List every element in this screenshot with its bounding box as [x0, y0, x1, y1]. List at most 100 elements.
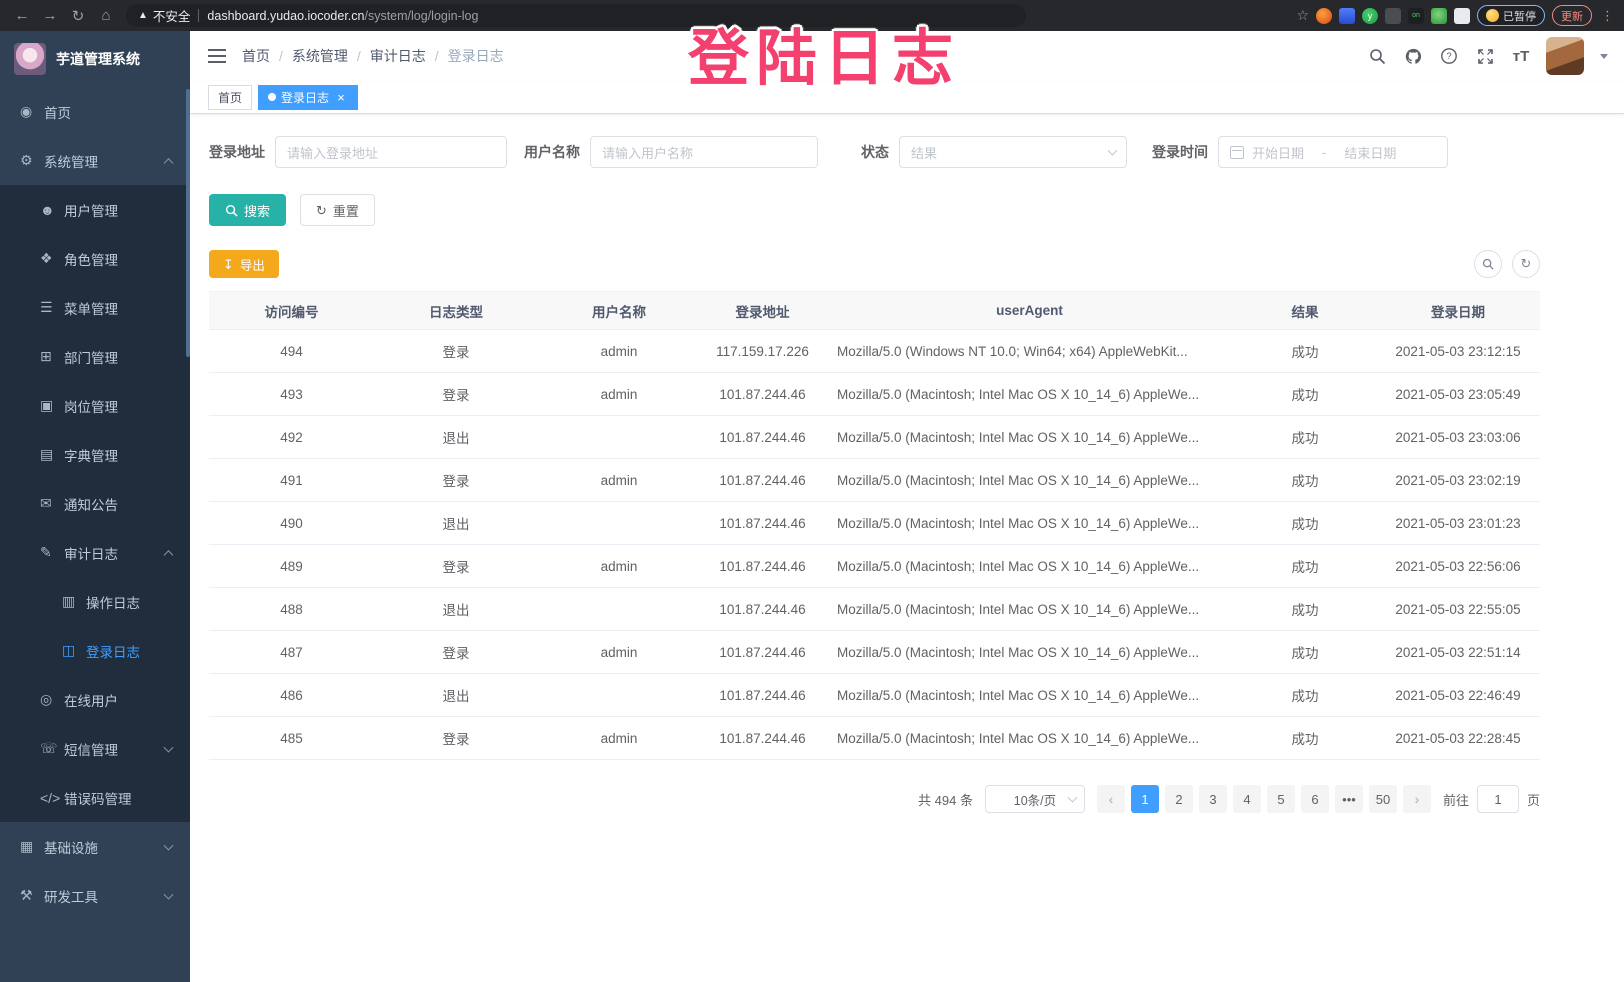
browser-menu-icon[interactable]: ⋮ — [1601, 7, 1614, 23]
app-title: 芋道管理系统 — [56, 51, 140, 67]
cell-result: 成功 — [1234, 329, 1376, 373]
page-button-5[interactable]: 5 — [1266, 785, 1295, 813]
sidebar-item-2[interactable]: ☻ 用户管理 — [0, 185, 190, 234]
extension-icon[interactable] — [1339, 7, 1355, 24]
address-bar[interactable]: ▲ 不安全 dashboard.yudao.iocoder.cn/system/… — [126, 4, 1026, 27]
search-icon[interactable] — [1366, 45, 1388, 67]
browser-update-button[interactable]: 更新 — [1552, 5, 1592, 26]
app-logo-row[interactable]: 芋道管理系统 — [0, 31, 190, 87]
page-button-2[interactable]: 2 — [1164, 785, 1193, 813]
extension-icon[interactable] — [1385, 7, 1401, 24]
page-button-1[interactable]: 1 — [1130, 785, 1159, 813]
table-toolbar: ↧ 导出 ↻ — [209, 250, 1540, 278]
font-size-icon[interactable]: ᴛT — [1512, 47, 1530, 65]
prev-page-button[interactable]: ‹ — [1096, 785, 1125, 813]
sidebar-item-label: 审计日志 — [64, 546, 118, 562]
sidebar-item-16[interactable]: ⚒ 研发工具 — [0, 871, 190, 920]
navbar-actions: ? ᴛT — [1366, 37, 1608, 75]
page-size-select[interactable]: 10条/页 — [984, 785, 1085, 813]
notice-icon: ✉ — [40, 495, 52, 511]
cell-date: 2021-05-03 22:51:14 — [1376, 630, 1540, 674]
more-pages-button[interactable]: ••• — [1334, 785, 1363, 813]
reset-button[interactable]: ↻ 重置 — [300, 194, 375, 226]
browser-back-icon[interactable]: ← — [14, 7, 30, 24]
breadcrumb-separator: / — [279, 48, 283, 64]
breadcrumb-item[interactable]: 系统管理 — [291, 48, 348, 64]
cell-agent: Mozilla/5.0 (Macintosh; Intel Mac OS X 1… — [825, 415, 1234, 459]
export-button[interactable]: ↧ 导出 — [209, 250, 279, 278]
avatar-dropdown-caret-icon[interactable] — [1600, 53, 1608, 59]
sidebar-item-15[interactable]: ▦ 基础设施 — [0, 822, 190, 871]
cell-agent: Mozilla/5.0 (Macintosh; Intel Mac OS X 1… — [825, 372, 1234, 416]
sidebar-item-12[interactable]: ◎ 在线用户 — [0, 675, 190, 724]
tag-首页[interactable]: 首页 — [208, 84, 253, 110]
date-range-picker[interactable]: 开始日期 - 结束日期 — [1218, 136, 1448, 168]
sidebar-item-7[interactable]: ▤ 字典管理 — [0, 430, 190, 479]
bookmark-star-icon[interactable]: ☆ — [1296, 7, 1309, 23]
page-button-3[interactable]: 3 — [1198, 785, 1227, 813]
tag-登录日志[interactable]: 登录日志 × — [258, 84, 359, 110]
sidebar-item-1[interactable]: ⚙ 系统管理 — [0, 136, 190, 185]
sidebar-item-label: 岗位管理 — [64, 399, 118, 415]
sidebar-item-6[interactable]: ▣ 岗位管理 — [0, 381, 190, 430]
filter-form: 登录地址 请输入登录地址 用户名称 请输入用户名称 状态 结果 登录时间 开始日… — [209, 136, 1540, 168]
goto-page-input[interactable]: 1 — [1476, 785, 1519, 813]
cell-user — [538, 415, 700, 459]
column-header: userAgent — [825, 291, 1234, 330]
sidebar-item-9[interactable]: ✎ 审计日志 — [0, 528, 190, 577]
org-tree-icon: ⊞ — [40, 348, 52, 364]
sidebar-item-4[interactable]: ☰ 菜单管理 — [0, 283, 190, 332]
column-header: 登录地址 — [700, 291, 825, 330]
breadcrumb-item[interactable]: 首页 — [242, 48, 270, 64]
cell-id: 487 — [209, 630, 374, 674]
sidebar-menu: ◉ 首页 ⚙ 系统管理 ☻ 用户管理 ❖ 角色管理 ☰ 菜单管理 ⊞ 部门管理 ▣ 岗位管理 ▤ 字典管理 ✉ 通… — [0, 87, 190, 920]
sidebar-item-8[interactable]: ✉ 通知公告 — [0, 479, 190, 528]
help-doc-icon[interactable]: ? — [1438, 45, 1460, 67]
github-icon[interactable] — [1402, 45, 1424, 67]
extension-icon[interactable] — [1431, 7, 1447, 24]
sidebar-item-13[interactable]: ☏ 短信管理 — [0, 724, 190, 773]
sidebar-scrollbar[interactable] — [186, 89, 190, 357]
download-icon: ↧ — [223, 256, 234, 272]
sidebar-collapse-icon[interactable] — [208, 49, 226, 63]
column-header: 结果 — [1234, 291, 1376, 330]
extension-icon[interactable]: on — [1408, 7, 1424, 24]
refresh-table-button[interactable]: ↻ — [1512, 250, 1540, 278]
sidebar-item-14[interactable]: </> 错误码管理 — [0, 773, 190, 822]
sidebar-item-label: 菜单管理 — [64, 301, 118, 317]
user-avatar[interactable] — [1546, 37, 1584, 75]
chevron-down-icon — [163, 840, 174, 851]
page-button-50[interactable]: 50 — [1368, 785, 1397, 813]
online-user-icon: ◎ — [40, 691, 53, 707]
page-button-6[interactable]: 6 — [1300, 785, 1329, 813]
fullscreen-icon[interactable] — [1474, 45, 1496, 67]
extension-icon[interactable]: y — [1362, 7, 1378, 24]
close-icon[interactable]: × — [337, 89, 345, 105]
sidebar-item-10[interactable]: ▥ 操作日志 — [0, 577, 190, 626]
refresh-icon: ↻ — [316, 202, 327, 218]
sidebar-item-label: 短信管理 — [64, 742, 118, 758]
sidebar-item-11[interactable]: ◫ 登录日志 — [0, 626, 190, 675]
extension-icon[interactable] — [1316, 7, 1332, 24]
status-select[interactable]: 结果 — [899, 136, 1127, 168]
toggle-search-button[interactable] — [1474, 250, 1502, 278]
page-button-4[interactable]: 4 — [1232, 785, 1261, 813]
browser-reload-icon[interactable]: ↻ — [71, 7, 85, 25]
username-input[interactable]: 请输入用户名称 — [590, 136, 818, 168]
sidebar-item-0[interactable]: ◉ 首页 — [0, 87, 190, 136]
extension-icon[interactable] — [1454, 7, 1470, 24]
table-row: 493 登录 admin 101.87.244.46 Mozilla/5.0 (Maci… — [209, 372, 1540, 416]
profile-paused-badge[interactable]: 已暂停 — [1477, 5, 1545, 26]
select-chevron-down-icon — [1067, 792, 1078, 803]
sidebar-item-5[interactable]: ⊞ 部门管理 — [0, 332, 190, 381]
next-page-button[interactable]: › — [1402, 785, 1431, 813]
login-address-input[interactable]: 请输入登录地址 — [275, 136, 507, 168]
not-secure-warning-icon: ▲ — [138, 10, 148, 21]
search-button[interactable]: 搜索 — [209, 194, 287, 226]
search-icon — [225, 204, 238, 217]
cell-id: 486 — [209, 673, 374, 717]
breadcrumb-item[interactable]: 审计日志 — [369, 48, 426, 64]
sidebar-item-3[interactable]: ❖ 角色管理 — [0, 234, 190, 283]
browser-home-icon[interactable]: ⌂ — [101, 7, 111, 24]
browser-forward-icon[interactable]: → — [42, 7, 58, 24]
